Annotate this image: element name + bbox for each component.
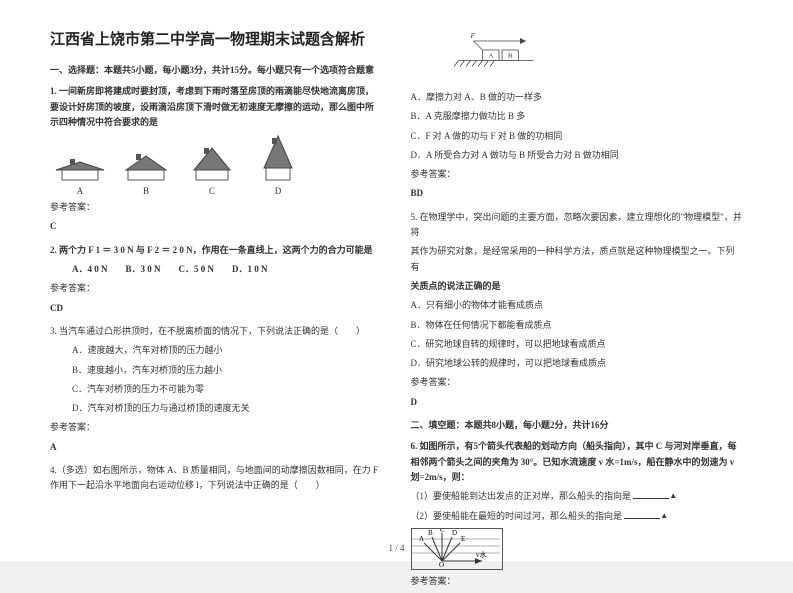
q5-line2: 其作为研究对象，是经常采用的一种科学方法，质点就是这种物理模型之一。下列有	[411, 244, 744, 275]
q5-opt-d: D．研究地球公转的规律时，可以把地球看成质点	[411, 356, 744, 371]
doc-title: 江西省上饶市第二中学高一物理期末试题含解析	[50, 28, 383, 49]
q3-opt-a: A．速度越大，汽车对桥顶的压力越小	[50, 343, 383, 358]
q3-opt-d: D．汽车对桥顶的压力与通过桥顶的速度无关	[50, 401, 383, 416]
q4-opt-d: D．A 所受合力对 A 做功与 B 所受合力对 B 做功相同	[411, 148, 744, 163]
roof-label-d: D	[248, 186, 308, 196]
roof-label-a: A	[50, 186, 110, 196]
q4-opt-b: B．A 克服摩擦力做功比 B 多	[411, 109, 744, 124]
q6-answer-label: 参考答案：	[411, 574, 744, 589]
q2-answer: CD	[50, 301, 383, 316]
svg-text:B: B	[508, 53, 513, 60]
q5-answer-label: 参考答案：	[411, 375, 744, 390]
svg-text:E: E	[461, 535, 465, 543]
q5-opt-c: C．研究地球自转的规律时，可以把地球看成质点	[411, 337, 744, 352]
page-number: 1 / 4	[0, 543, 793, 553]
q5-opt-a: A．只有细小的物体才能看成质点	[411, 298, 744, 313]
q4-opt-c: C．F 对 A 做的功与 F 对 B 做的功相同	[411, 129, 744, 144]
svg-text:B: B	[428, 529, 433, 537]
section-b-heading: 二、填空题：本题共8小题，每小题2分，共计16分	[411, 418, 744, 433]
q4-opt-a: A．摩擦力对 A、B 做的功一样多	[411, 90, 744, 105]
q6-sub1: （1）要使船能到达出发点的正对岸，那么船头的指向是 ▲	[411, 489, 744, 504]
q2-answer-label: 参考答案：	[50, 281, 383, 296]
q6-text: 6. 如图所示，有5个箭头代表船的划动方向（船头指向），其中 C 与河对岸垂直，…	[411, 439, 744, 485]
q3-answer-label: 参考答案：	[50, 420, 383, 435]
q5-line1: 5. 在物理学中，突出问题的主要方面，忽略次要因素，建立理想化的"物理模型"，并…	[411, 210, 744, 241]
q6-sub1-text: （1）要使船能到达出发点的正对岸，那么船头的指向是	[411, 491, 632, 501]
right-column: A B F A．摩擦力对 A、B 做的功一样多 B．A 克服摩擦力做功比 B 多…	[411, 28, 744, 593]
svg-text:D: D	[452, 529, 457, 537]
q5-line3: 关质点的说法正确的是	[411, 279, 744, 294]
svg-text:C: C	[440, 529, 445, 534]
q4-text: 4.（多选）如右图所示，物体 A、B 质量相同，与地面间的动摩擦因数相同，在力 …	[50, 463, 383, 494]
q3-answer: A	[50, 440, 383, 455]
q3-text: 3. 当汽车通过凸形拱顶时，在不脱离桥面的情况下，下列说法正确的是（ ）	[50, 324, 383, 339]
q3-opt-b: B．速度越小，汽车对桥顶的压力越小	[50, 363, 383, 378]
roof-b: B	[116, 142, 176, 196]
blank-2	[624, 518, 660, 519]
q2-text: 2. 两个力 F 1 ＝ 3 0 N 与 F 2 ＝ 2 0 N，作用在一条直线…	[50, 243, 383, 258]
roof-c: C	[182, 142, 242, 196]
roof-d: D	[248, 134, 308, 196]
q6-sub2: （2）要使船能在最短的时间过河，那么船头的指向是 ▲	[411, 509, 744, 524]
triangle-marker-2: ▲	[660, 509, 668, 523]
q1-text: 1. 一间新房即将建成时要封顶，考虑到下雨时落至房顶的雨滴能尽快地流离房顶，要设…	[50, 84, 383, 130]
q3-opt-c: C．汽车对桥顶的压力不可能为零	[50, 382, 383, 397]
roof-a: A	[50, 142, 110, 196]
q1-answer: C	[50, 219, 383, 234]
q5-answer: D	[411, 395, 744, 410]
q1-answer-label: 参考答案：	[50, 200, 383, 215]
q5-opt-b: B．物体在任何情况下都能看成质点	[411, 318, 744, 333]
q6-sub2-text: （2）要使船能在最短的时间过河，那么船头的指向是	[411, 511, 623, 521]
q1-figure: A B C	[50, 134, 383, 196]
q2-options: A．4 0 N B．3 0 N C．5 0 N D．1 0 N	[50, 262, 383, 277]
svg-text:F: F	[469, 31, 475, 40]
section-a-heading: 一、选择题：本题共5小题，每小题3分，共计15分。每小题只有一个选项符合题意	[50, 63, 383, 78]
svg-text:A: A	[488, 53, 493, 60]
svg-text:O: O	[439, 561, 444, 567]
triangle-marker-1: ▲	[669, 489, 677, 503]
q4-answer-label: 参考答案：	[411, 167, 744, 182]
left-column: 江西省上饶市第二中学高一物理期末试题含解析 一、选择题：本题共5小题，每小题3分…	[50, 28, 383, 593]
q4-answer: BD	[411, 186, 744, 201]
q4-figure: A B F	[451, 28, 541, 78]
blank-1	[633, 498, 669, 499]
roof-label-c: C	[182, 186, 242, 196]
svg-text:A: A	[419, 535, 424, 543]
roof-label-b: B	[116, 186, 176, 196]
